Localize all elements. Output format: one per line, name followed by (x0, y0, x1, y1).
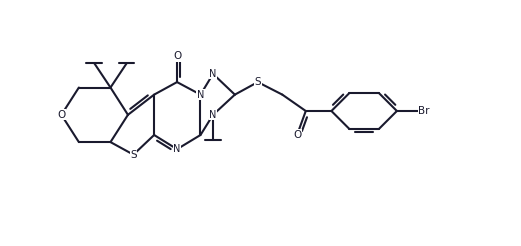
Text: N: N (197, 90, 204, 100)
Text: N: N (209, 110, 217, 120)
Text: N: N (209, 69, 217, 79)
Text: O: O (293, 130, 301, 140)
Text: N: N (173, 144, 181, 154)
Text: O: O (57, 110, 66, 120)
Text: Br: Br (418, 106, 430, 116)
Text: O: O (173, 51, 181, 62)
Text: S: S (130, 150, 137, 160)
Text: S: S (254, 77, 261, 87)
